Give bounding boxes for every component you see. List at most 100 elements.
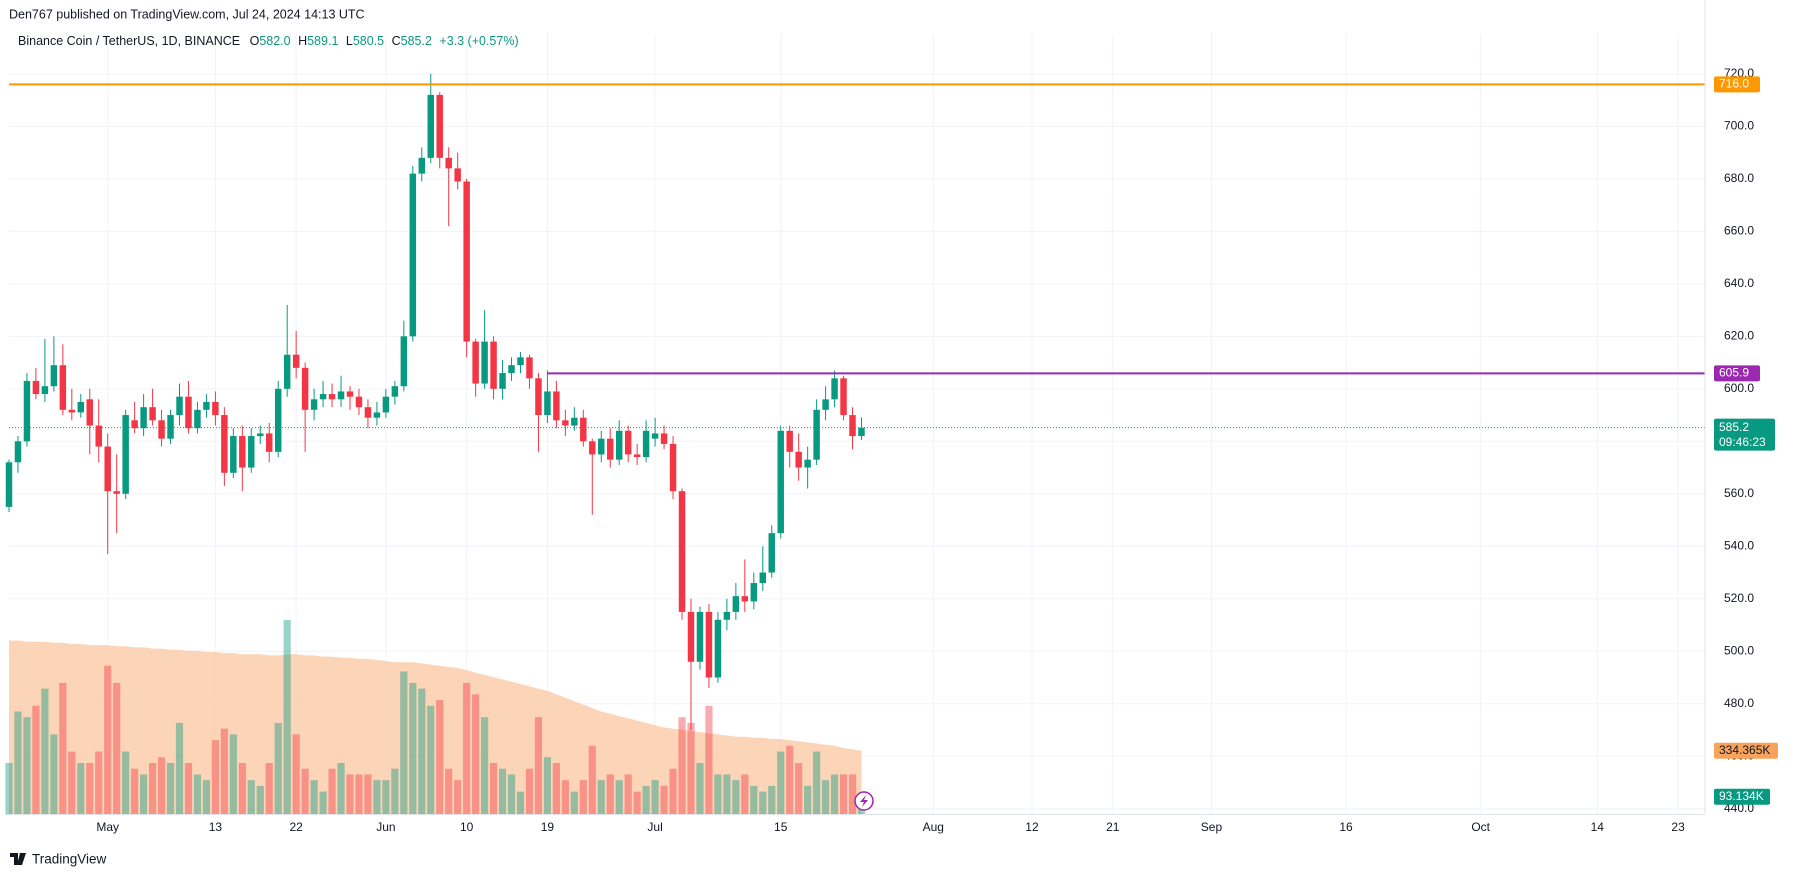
candle-body — [400, 336, 408, 387]
candle-body — [212, 401, 219, 416]
candle-body — [221, 415, 228, 473]
change-value: +3.3 (+0.57%) — [439, 34, 518, 48]
candle-body — [651, 433, 659, 439]
volume-bar — [265, 763, 273, 815]
volume-bar — [59, 682, 67, 815]
volume-label: 93.134K — [1719, 789, 1764, 803]
volume-bar — [319, 791, 327, 815]
volume-bar — [597, 780, 605, 815]
volume-bar — [741, 774, 749, 815]
volume-bar — [32, 705, 40, 815]
volume-bar — [624, 774, 632, 815]
candle-body — [696, 611, 704, 662]
volume-bar — [86, 763, 94, 815]
volume-ma-label-box — [1714, 742, 1778, 759]
volume-bar — [131, 768, 139, 815]
x-tick-label: 16 — [1339, 820, 1353, 834]
volume-bar — [113, 682, 121, 815]
candle-body — [140, 407, 147, 429]
candle-body — [292, 354, 300, 368]
volume-bar — [732, 780, 740, 815]
volume-bar — [211, 740, 219, 815]
y-tick-label: 620.0 — [1724, 329, 1754, 343]
candle-body — [436, 94, 443, 158]
candle-body — [391, 386, 399, 397]
candle-body — [230, 436, 237, 473]
x-tick-label: 22 — [289, 820, 303, 834]
last-price-label: 585.2 — [1719, 420, 1749, 434]
icon-bolt[interactable] — [860, 795, 868, 807]
candle-body — [795, 451, 802, 468]
volume-bar — [373, 780, 381, 815]
candle-body — [768, 533, 775, 573]
volume-bar — [830, 774, 839, 815]
volume-bar — [391, 768, 399, 815]
volume-bar — [507, 774, 516, 815]
volume-bar — [642, 785, 650, 815]
volume-bar — [615, 780, 623, 815]
volume-bar — [489, 763, 498, 815]
volume-bar — [687, 722, 695, 815]
candle-body — [257, 433, 264, 437]
candle-body — [382, 396, 390, 413]
volume-bar — [175, 722, 184, 815]
countdown-label: 09:46:23 — [1719, 435, 1766, 449]
candle-body — [777, 430, 784, 534]
volume-bar — [777, 751, 785, 815]
volume-bar — [696, 763, 704, 815]
candle-body — [176, 396, 183, 416]
y-tick-label: 640.0 — [1724, 276, 1754, 290]
candle-body — [741, 596, 749, 602]
volume-bar — [202, 780, 211, 815]
candle-body — [113, 491, 120, 494]
volume-bar — [283, 619, 291, 815]
volume-bar — [516, 791, 525, 815]
volume-bar — [759, 791, 767, 815]
candle-body — [678, 491, 686, 612]
close-value: 585.2 — [401, 34, 432, 48]
candle-body — [185, 396, 192, 429]
candle-body — [759, 572, 767, 584]
candle-body — [418, 157, 426, 174]
symbol: Binance Coin / TetherUS, 1D, BINANCE — [18, 34, 240, 48]
volume-bar — [247, 780, 255, 815]
volume-bar — [364, 774, 372, 815]
candle-body — [239, 436, 246, 468]
candle-body — [606, 438, 614, 460]
candle-body — [840, 378, 847, 416]
close-key: C — [392, 34, 401, 48]
x-tick-label: Jul — [647, 820, 662, 834]
x-tick-label: Aug — [923, 820, 944, 834]
volume-bar — [409, 682, 417, 815]
candle-body — [831, 378, 838, 400]
x-tick-label: May — [96, 820, 119, 834]
volume-bar — [122, 751, 130, 815]
lightning-icon[interactable] — [854, 791, 874, 811]
y-tick-label: 680.0 — [1724, 171, 1754, 185]
volume-bar — [166, 763, 175, 815]
volume-bar — [606, 774, 614, 815]
candle-body — [77, 401, 85, 413]
volume-bar — [651, 780, 659, 815]
volume-bar — [472, 694, 480, 815]
last-price-box — [1714, 418, 1775, 451]
volume-bar — [633, 791, 641, 815]
volume-bar — [588, 745, 596, 815]
candle-body — [427, 94, 434, 158]
candle-body — [598, 438, 605, 455]
candle-body — [508, 365, 515, 374]
volume-bar — [77, 763, 85, 815]
candle-body — [481, 341, 488, 384]
symbol-legend: Binance Coin / TetherUS, 1D, BINANCE O58… — [18, 34, 519, 48]
candle-body — [454, 168, 461, 182]
overlay — [9, 83, 1705, 429]
candle-body — [553, 391, 560, 421]
candle-body — [750, 583, 758, 602]
candle-body — [669, 443, 677, 492]
candle-body — [813, 409, 820, 460]
candle-body — [544, 391, 551, 416]
volume-bar — [750, 785, 758, 815]
candle-body — [499, 373, 506, 389]
candle-body — [373, 412, 381, 418]
